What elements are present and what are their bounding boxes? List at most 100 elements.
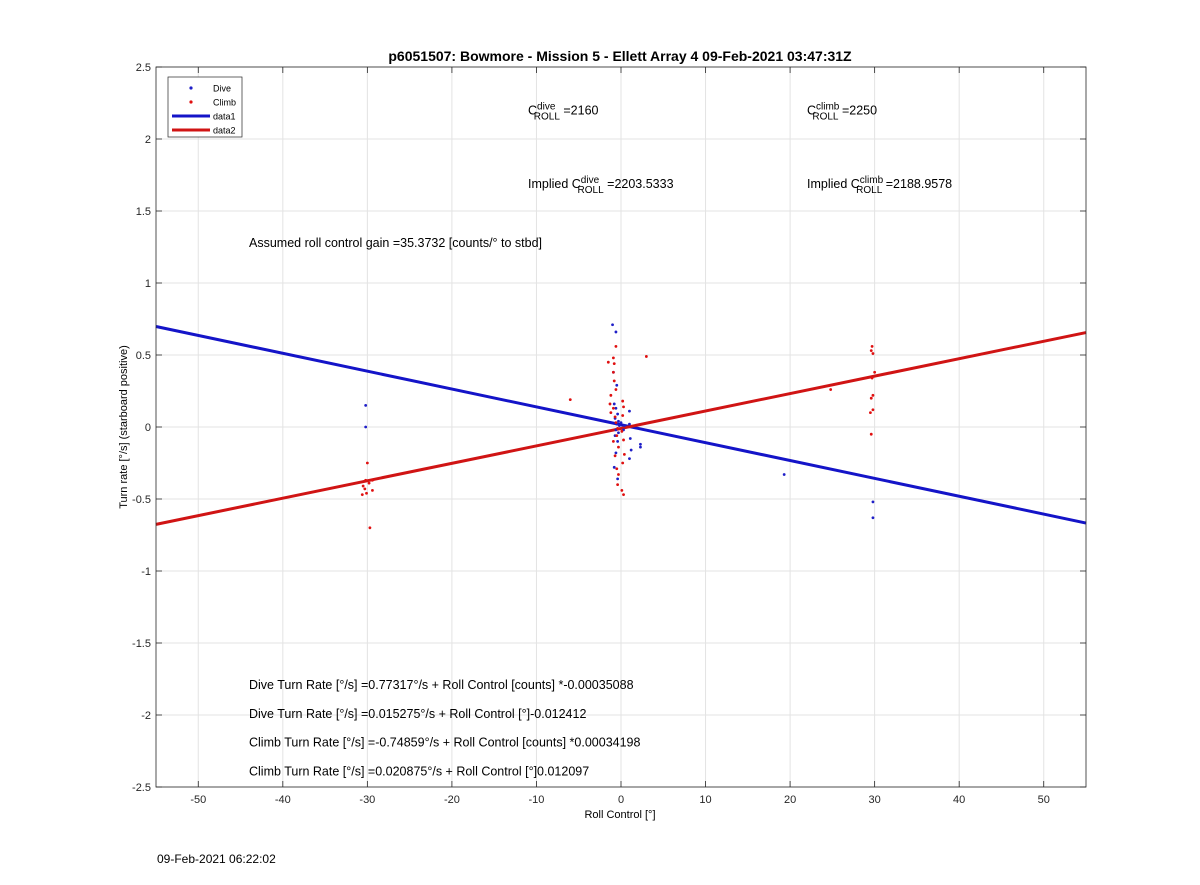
climb-point <box>568 398 572 402</box>
dive-point <box>622 424 626 427</box>
x-tick-label: -40 <box>275 794 291 806</box>
climb-point <box>620 488 624 492</box>
climb-point <box>611 356 615 360</box>
dive-point <box>639 442 642 446</box>
legend-label-data2: data2 <box>213 126 236 136</box>
print-timestamp: 09-Feb-2021 06:22:02 <box>157 852 276 866</box>
climb-point <box>621 399 625 403</box>
c-roll-dive-prefix: C <box>528 104 537 118</box>
eq-climb-deg: Climb Turn Rate [°/s] =0.020875°/s + Rol… <box>249 764 589 778</box>
climb-point <box>621 414 625 417</box>
y-tick: 2 <box>145 134 1086 146</box>
climb-point <box>609 393 613 397</box>
climb-point <box>608 402 612 406</box>
climb-point <box>622 452 626 456</box>
climb-point <box>371 478 374 482</box>
x-tick-label: -20 <box>444 794 460 806</box>
x-tick: 20 <box>784 67 796 806</box>
climb-point <box>614 421 618 425</box>
x-axis-label: Roll Control [°] <box>584 809 655 821</box>
x-tick-label: 20 <box>784 794 796 806</box>
climb-point <box>614 388 618 391</box>
eq-dive-counts: Dive Turn Rate [°/s] =0.77317°/s + Roll … <box>249 678 634 692</box>
implied-dive: Implied Cdive ROLL =2203.5333 <box>528 175 674 196</box>
climb-point <box>871 352 875 355</box>
dive-point <box>364 425 368 429</box>
climb-point <box>360 493 364 497</box>
legend-label-dive: Dive <box>213 84 231 94</box>
c-roll-climb-subscript: ROLL <box>812 112 839 123</box>
x-tick-label: -10 <box>529 794 545 806</box>
climb-point <box>829 388 833 391</box>
series-climb <box>360 344 877 530</box>
implied-dive-subscript: ROLL <box>578 185 605 196</box>
x-tick-label: 50 <box>1038 794 1050 806</box>
c-roll-dive: Cdive ROLL =2160 <box>528 102 599 123</box>
climb-point <box>871 408 875 412</box>
dive-point <box>617 424 621 427</box>
legend-box <box>167 76 243 138</box>
y-tick: -0.5 <box>132 494 1086 506</box>
dive-point <box>611 323 614 327</box>
y-tick: 1.5 <box>136 206 1086 218</box>
dive-point <box>615 383 619 387</box>
series-dive <box>364 323 875 520</box>
climb-point <box>622 405 625 409</box>
implied-dive-value: =2203.5333 <box>604 177 674 191</box>
dive-point <box>628 422 631 426</box>
y-tick-label: 0.5 <box>136 350 151 362</box>
dive-point <box>364 404 368 407</box>
climb-point <box>613 454 617 458</box>
dive-point <box>628 457 631 461</box>
climb-point <box>611 370 615 374</box>
eq-climb-counts: Climb Turn Rate [°/s] =-0.74859°/s + Rol… <box>249 736 641 750</box>
x-tick: -40 <box>275 67 291 806</box>
chart-title: p6051507: Bowmore - Mission 5 - Ellett A… <box>388 48 852 64</box>
dive-point <box>619 421 623 425</box>
climb-point <box>361 484 365 488</box>
implied-dive-prefix: Implied C <box>528 177 581 191</box>
dive-point <box>628 437 632 440</box>
y-tick: -2 <box>141 710 1086 722</box>
legend-label-climb: Climb <box>213 98 236 108</box>
y-tick: -1 <box>141 566 1086 578</box>
y-tick: -2.5 <box>132 782 1086 794</box>
climb-point <box>615 434 619 438</box>
c-roll-climb-value: =2250 <box>839 104 878 118</box>
y-axis-label: Turn rate [°/s] (starboard positive) <box>118 345 130 509</box>
climb-point <box>364 478 368 482</box>
implied-climb-superscript: climb <box>860 175 884 186</box>
dive-point <box>639 445 642 449</box>
dive-point <box>871 500 875 504</box>
climb-point <box>869 349 873 353</box>
climb-point <box>617 473 620 476</box>
climb-point <box>615 467 619 471</box>
y-tick-label: -2 <box>141 710 151 722</box>
c-roll-climb: Cclimb ROLL =2250 <box>807 102 877 123</box>
climb-point <box>622 438 625 442</box>
x-tick: -30 <box>359 67 375 806</box>
x-tick: 10 <box>699 67 712 806</box>
implied-climb-value: =2188.9578 <box>882 177 952 191</box>
x-tick: 0 <box>618 67 624 806</box>
climb-point <box>616 483 620 486</box>
c-roll-dive-subscript: ROLL <box>534 112 561 123</box>
y-tick-label: -1 <box>141 566 151 578</box>
climb-point <box>614 344 618 348</box>
y-tick-label: 2 <box>145 134 151 146</box>
dive-point <box>629 448 633 452</box>
dive-point <box>782 473 786 476</box>
dive-point <box>612 465 616 469</box>
c-roll-climb-superscript: climb <box>816 102 840 113</box>
climb-point <box>616 427 620 430</box>
y-tick: 2.5 <box>136 62 1086 74</box>
dive-point <box>616 412 620 416</box>
eq-dive-deg: Dive Turn Rate [°/s] =0.015275°/s + Roll… <box>249 707 586 721</box>
fit-lines <box>155 325 1087 526</box>
x-tick: -10 <box>529 67 545 806</box>
legend-marker-dive <box>189 86 193 90</box>
implied-climb-prefix: Implied C <box>807 177 860 191</box>
climb-point <box>611 406 615 410</box>
climb-point <box>620 429 624 433</box>
